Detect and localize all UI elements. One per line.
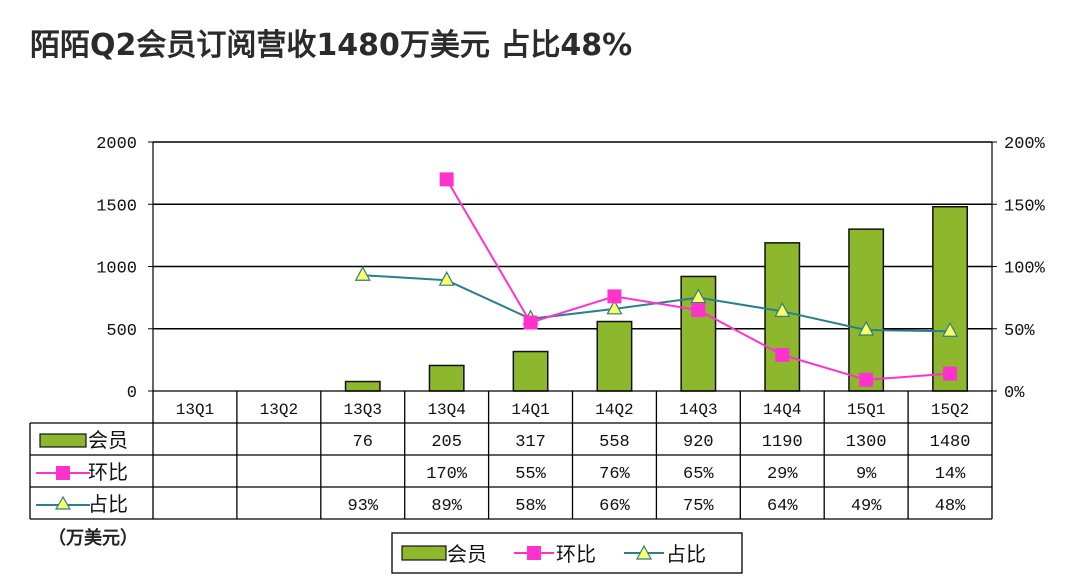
data-label: 66% (599, 497, 630, 516)
x-tick-label: 14Q4 (763, 401, 801, 419)
data-label: 65% (683, 465, 714, 484)
table-row-label: 占比 (88, 492, 128, 516)
square-marker (523, 315, 538, 330)
bar (512, 350, 549, 392)
data-label: 9% (856, 465, 877, 484)
data-label: 48% (935, 497, 966, 516)
bar (344, 380, 381, 392)
square-marker (607, 289, 622, 304)
x-tick-label: 14Q1 (511, 401, 549, 419)
table-row-label: 环比 (88, 460, 128, 484)
x-tick-label: 13Q1 (176, 401, 214, 419)
square-marker (943, 366, 958, 381)
data-label: 205 (431, 433, 462, 452)
y-right-tick-label: 150% (1004, 197, 1046, 216)
triangle-marker (606, 299, 623, 315)
table-key-square (56, 466, 70, 480)
legend-label: 会员 (447, 542, 487, 566)
x-tick-label: 13Q2 (260, 401, 298, 419)
x-tick-label: 15Q1 (847, 401, 885, 419)
triangle-marker (942, 321, 959, 337)
table-key-bar (39, 433, 87, 448)
square-marker (775, 347, 790, 362)
chart-title: 陌陌Q2会员订阅营收1480万美元 占比48% (30, 28, 633, 63)
data-label: 89% (431, 497, 462, 516)
bar (932, 205, 968, 392)
triangle-marker (690, 288, 707, 304)
square-marker (439, 172, 454, 187)
triangle-marker (354, 265, 371, 281)
data-label: 14% (935, 465, 966, 484)
bar (596, 320, 633, 392)
data-label: 1480 (930, 433, 971, 452)
square-marker (859, 372, 874, 387)
y-left-tick-label: 0 (127, 384, 137, 403)
data-label: 49% (851, 497, 882, 516)
data-label: 75% (683, 497, 714, 516)
data-label: 58% (515, 497, 546, 516)
data-label: 317 (515, 433, 546, 452)
data-label: 93% (347, 497, 378, 516)
x-tick-label: 13Q4 (427, 401, 465, 419)
data-label: 920 (683, 433, 714, 452)
x-tick-label: 14Q3 (679, 401, 717, 419)
data-label: 558 (599, 433, 630, 452)
x-tick-label: 15Q2 (931, 401, 969, 419)
triangle-marker (858, 320, 875, 336)
square-marker (691, 303, 706, 318)
data-label: 170% (426, 465, 468, 484)
y-right-tick-label: 50% (1004, 322, 1035, 341)
data-label: 1300 (846, 433, 887, 452)
legend-swatch-square (527, 546, 541, 560)
y-left-tick-label: 1500 (96, 197, 137, 216)
table-key-triangle (54, 495, 72, 510)
x-tick-label: 13Q3 (344, 401, 382, 419)
bar (764, 242, 801, 392)
data-label: 76% (599, 465, 630, 484)
data-label: 1190 (762, 433, 803, 452)
triangle-marker (774, 302, 791, 317)
data-label: 76 (353, 433, 373, 452)
table-row-label: 会员 (88, 428, 128, 452)
data-label: 55% (515, 465, 546, 484)
y-left-tick-label: 2000 (96, 135, 137, 154)
bar (848, 228, 885, 392)
legend-swatch-bar (401, 545, 447, 561)
y-right-tick-label: 0% (1004, 384, 1025, 403)
legend-swatch-triangle (635, 544, 653, 560)
bar (428, 364, 465, 392)
y-left-tick-label: 500 (106, 322, 137, 341)
legend-label: 环比 (556, 542, 596, 566)
data-label: 29% (767, 465, 798, 484)
triangle-marker (438, 270, 455, 286)
legend (391, 532, 743, 574)
legend-label: 占比 (666, 542, 706, 566)
x-tick-label: 14Q2 (595, 401, 633, 419)
y-left-tick-label: 1000 (96, 260, 137, 279)
y-right-tick-label: 200% (1004, 135, 1046, 154)
data-label: 64% (767, 497, 798, 516)
unit-label: （万美元） (48, 527, 138, 549)
y-right-tick-label: 100% (1004, 260, 1046, 279)
